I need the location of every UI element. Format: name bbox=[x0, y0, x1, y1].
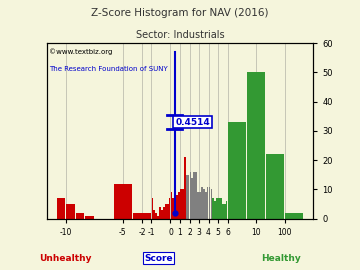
Bar bbox=[203, 190, 205, 219]
Bar bbox=[216, 198, 218, 219]
Bar bbox=[157, 216, 159, 219]
Text: Score: Score bbox=[144, 254, 173, 263]
Bar bbox=[182, 190, 184, 219]
Bar bbox=[207, 187, 208, 219]
Bar bbox=[266, 154, 284, 219]
Bar bbox=[114, 184, 122, 219]
Bar bbox=[142, 213, 151, 219]
Bar bbox=[76, 213, 85, 219]
Bar bbox=[155, 213, 157, 219]
Bar bbox=[285, 213, 303, 219]
Bar bbox=[193, 172, 195, 219]
Bar bbox=[218, 198, 220, 219]
Bar bbox=[174, 198, 176, 219]
Bar bbox=[85, 216, 94, 219]
Bar bbox=[228, 122, 246, 219]
Bar bbox=[176, 195, 178, 219]
Bar bbox=[208, 187, 210, 219]
Bar bbox=[220, 198, 222, 219]
Bar bbox=[201, 187, 203, 219]
Bar bbox=[205, 192, 207, 219]
Text: Healthy: Healthy bbox=[261, 254, 301, 263]
Text: Sector: Industrials: Sector: Industrials bbox=[136, 30, 224, 40]
Bar bbox=[197, 192, 199, 219]
Bar bbox=[184, 157, 186, 219]
Bar bbox=[247, 72, 265, 219]
Bar bbox=[212, 198, 214, 219]
Bar bbox=[180, 190, 182, 219]
Bar bbox=[226, 201, 228, 219]
Bar bbox=[123, 184, 132, 219]
Text: Z-Score Histogram for NAV (2016): Z-Score Histogram for NAV (2016) bbox=[91, 8, 269, 18]
Bar bbox=[165, 204, 167, 219]
Bar bbox=[167, 204, 168, 219]
Bar bbox=[192, 178, 193, 219]
Bar bbox=[171, 192, 172, 219]
Bar bbox=[222, 204, 224, 219]
Bar bbox=[178, 192, 180, 219]
Bar bbox=[66, 204, 75, 219]
Bar bbox=[195, 172, 197, 219]
Text: Unhealthy: Unhealthy bbox=[39, 254, 92, 263]
Bar bbox=[186, 175, 188, 219]
Bar bbox=[163, 207, 165, 219]
Bar bbox=[133, 213, 141, 219]
Bar bbox=[188, 175, 189, 219]
Bar bbox=[214, 201, 216, 219]
Bar bbox=[57, 198, 66, 219]
Bar bbox=[152, 198, 153, 219]
Bar bbox=[159, 207, 161, 219]
Bar bbox=[190, 172, 192, 219]
Bar bbox=[211, 190, 212, 219]
Bar bbox=[224, 204, 226, 219]
Bar bbox=[153, 210, 155, 219]
Bar bbox=[161, 210, 163, 219]
Text: ©www.textbiz.org: ©www.textbiz.org bbox=[49, 49, 113, 55]
Bar bbox=[168, 198, 170, 219]
Bar bbox=[199, 192, 201, 219]
Text: 0.4514: 0.4514 bbox=[175, 118, 210, 127]
Text: The Research Foundation of SUNY: The Research Foundation of SUNY bbox=[49, 66, 168, 72]
Bar bbox=[172, 198, 174, 219]
